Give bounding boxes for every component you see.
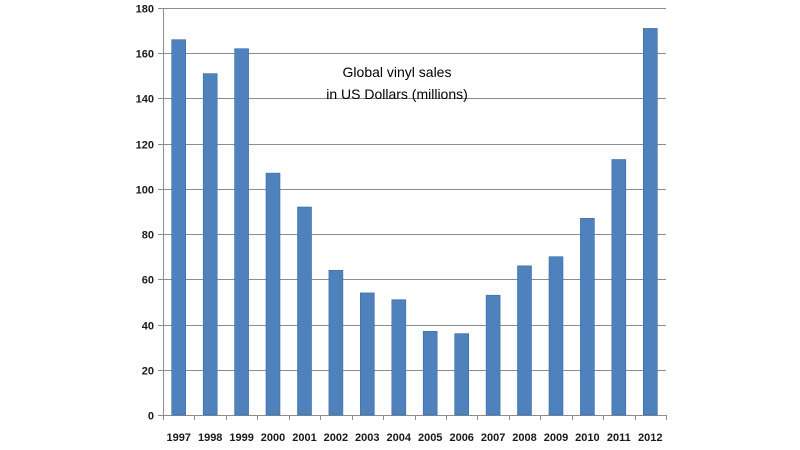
- x-tick-label: 1998: [198, 432, 222, 444]
- y-tick-label: 140: [136, 94, 154, 106]
- bar-2011: [611, 159, 627, 416]
- y-tick-label: 60: [142, 275, 154, 287]
- bar-2004: [391, 299, 407, 416]
- bar-2002: [328, 269, 344, 416]
- bars: [171, 28, 658, 416]
- chart-title-line-1: Global vinyl sales: [343, 64, 452, 80]
- x-tick-label: 2011: [607, 432, 631, 444]
- bar-2006: [454, 333, 470, 416]
- y-tick-label: 180: [136, 4, 154, 16]
- y-tick-label: 120: [136, 140, 154, 152]
- x-tick-label: 1999: [229, 432, 253, 444]
- y-tick-label: 20: [142, 366, 154, 378]
- x-tick-label: 2007: [481, 432, 505, 444]
- bar-2007: [485, 294, 501, 416]
- x-tick-label: 2004: [387, 432, 412, 444]
- x-tick-labels: 1997 1998 1999 2000 2001 2002 2003 2004 2005 2006…: [166, 432, 662, 444]
- y-tick-label: 80: [142, 230, 154, 242]
- bar-1997: [171, 39, 186, 416]
- x-tick-label: 2002: [324, 432, 348, 444]
- bar-2000: [265, 172, 281, 416]
- y-tick-label: 100: [136, 185, 154, 197]
- x-tick-label: 2012: [638, 432, 662, 444]
- bar-2003: [359, 292, 375, 416]
- x-tick-label: 2006: [449, 432, 473, 444]
- bar-2009: [548, 256, 564, 416]
- axes: [158, 8, 667, 420]
- bar-2012: [642, 28, 658, 416]
- x-tick-label: 2000: [261, 432, 285, 444]
- x-tick-label: 2008: [512, 432, 536, 444]
- bar-1999: [234, 48, 249, 416]
- x-tick-label: 2001: [292, 432, 316, 444]
- bar-2010: [580, 218, 595, 416]
- bar-2008: [517, 265, 532, 416]
- bar-2005: [422, 330, 438, 416]
- bar-1998: [202, 73, 218, 416]
- x-tick-label: 1997: [166, 432, 190, 444]
- y-tick-label: 0: [148, 411, 154, 423]
- y-tick-label: 160: [136, 49, 154, 61]
- bar-2001: [297, 206, 312, 416]
- y-tick-label: 40: [142, 321, 154, 333]
- x-tick-label: 2003: [355, 432, 379, 444]
- x-tick-label: 2005: [418, 432, 442, 444]
- chart-title-line-2: in US Dollars (millions): [326, 86, 468, 102]
- y-tick-labels: 0 20 40 60 80 100 120 140 160 180: [136, 4, 154, 423]
- x-tick-label: 2009: [544, 432, 568, 444]
- x-tick-label: 2010: [575, 432, 599, 444]
